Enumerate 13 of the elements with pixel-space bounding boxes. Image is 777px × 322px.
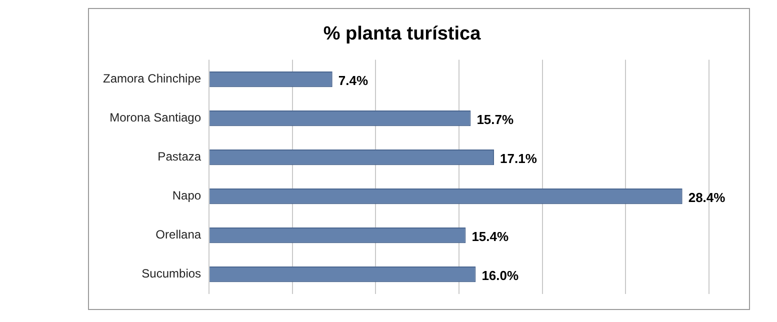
data-label: 16.0% [482, 268, 519, 283]
y-tick-label: Zamora Chinchipe [103, 72, 202, 86]
data-label: 17.1% [500, 150, 538, 166]
y-tick-label: Morona Santiago [110, 110, 202, 125]
y-tick-label: Pastaza [158, 150, 202, 164]
y-tick-label: Orellana [156, 228, 202, 242]
y-tick-label: Napo [172, 188, 202, 203]
chart-title: % planta turística [323, 24, 482, 45]
y-tick-label: Sucumbios [142, 266, 202, 281]
data-label: 15.4% [472, 228, 509, 244]
data-label: 7.4% [338, 72, 368, 88]
data-label: 15.7% [476, 112, 514, 127]
data-label: 28.4% [688, 190, 726, 205]
